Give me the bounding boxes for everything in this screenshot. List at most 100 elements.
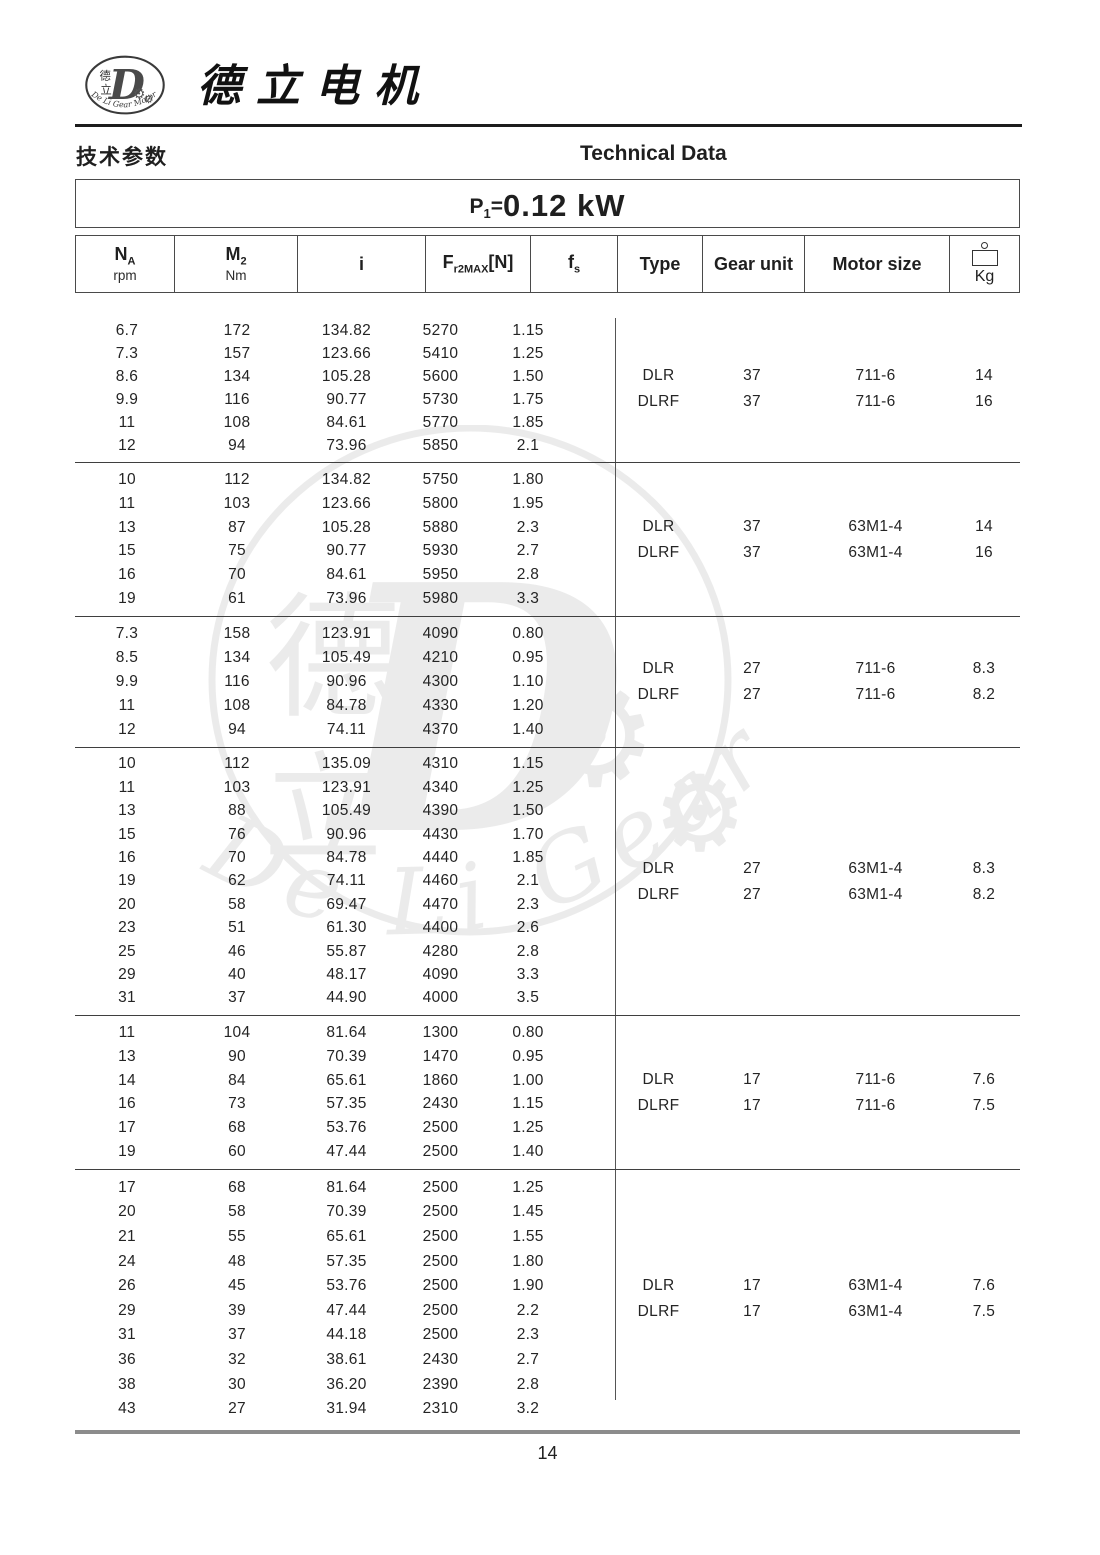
m2-subscript: 2 bbox=[240, 256, 247, 269]
variant-row: DLRF 37 63M1-4 16 bbox=[616, 544, 1020, 562]
cell-ratio: 134.82 bbox=[321, 322, 372, 339]
table-row: 16 70 84.78 4440 1.85 bbox=[75, 849, 616, 867]
section-variants: DLR 37 63M1-4 14 DLRF 37 63M1-4 16 bbox=[616, 463, 1020, 616]
page-number: 14 bbox=[537, 1443, 558, 1463]
cell-fs: 1.20 bbox=[512, 697, 544, 714]
cell-ratio: 123.91 bbox=[321, 625, 372, 642]
cell-fr2max: 4400 bbox=[422, 919, 459, 937]
cell-weight: 7.6 bbox=[972, 1276, 996, 1294]
cell-fr2max: 2500 bbox=[422, 1252, 459, 1270]
cell-fr2max: 4470 bbox=[422, 895, 459, 913]
cell-fr2max: 2500 bbox=[422, 1227, 459, 1245]
cell-m2: 104 bbox=[223, 1023, 251, 1041]
cell-fr2max: 4460 bbox=[422, 872, 459, 890]
cell-fs: 2.7 bbox=[516, 1351, 540, 1368]
page-title-cn: 技术参数 bbox=[76, 146, 168, 169]
cell-m2: 60 bbox=[228, 1143, 246, 1161]
cell-m2: 68 bbox=[228, 1178, 246, 1196]
cell-m2: 134 bbox=[223, 649, 251, 666]
cell-fs: 0.80 bbox=[512, 625, 544, 642]
cell-fs: 3.2 bbox=[516, 1400, 540, 1418]
cell-fr2max: 2500 bbox=[422, 1143, 459, 1161]
table-row: 36 32 38.61 2430 2.7 bbox=[75, 1351, 616, 1369]
section-variants: DLR 37 711-6 14 DLRF 37 711-6 16 bbox=[616, 315, 1020, 462]
table-row: 11 108 84.61 5770 1.85 bbox=[75, 414, 616, 432]
cell-na: 7.3 bbox=[115, 345, 139, 362]
cell-na: 6.7 bbox=[115, 322, 139, 339]
fs-subscript: s bbox=[573, 263, 581, 276]
cell-na: 17 bbox=[118, 1119, 136, 1137]
col-header-gear-unit: Gear unit bbox=[702, 236, 804, 292]
cell-na: 15 bbox=[118, 825, 136, 843]
table-row: 43 27 31.94 2310 3.2 bbox=[75, 1400, 616, 1418]
cell-weight: 14 bbox=[975, 517, 993, 535]
cell-motor_size: 63M1-4 bbox=[848, 543, 903, 561]
power-rating-box: P1= 0.12 kW bbox=[75, 179, 1020, 228]
table-header-row: NA rpm M2 Nm i Fr2MAX[N] fs Type Gear un… bbox=[75, 235, 1020, 293]
cell-gear_unit: 17 bbox=[743, 1276, 761, 1294]
page-title-en: Technical Data bbox=[580, 142, 727, 165]
variant-row: DLRF 27 711-6 8.2 bbox=[616, 686, 1020, 704]
cell-fs: 1.50 bbox=[512, 368, 544, 385]
cell-type: DLRF bbox=[637, 1096, 680, 1114]
section-variants: DLR 17 711-6 7.6 DLRF 17 711-6 7.5 bbox=[616, 1016, 1020, 1169]
cell-ratio: 69.47 bbox=[326, 895, 367, 913]
cell-fr2max: 1300 bbox=[422, 1023, 459, 1041]
table-row: 16 70 84.61 5950 2.8 bbox=[75, 566, 616, 584]
cell-motor_size: 63M1-4 bbox=[848, 859, 903, 877]
variant-row: DLRF 27 63M1-4 8.2 bbox=[616, 886, 1020, 904]
cell-fs: 1.15 bbox=[512, 755, 544, 773]
cell-m2: 172 bbox=[223, 322, 251, 339]
cell-fr2max: 2500 bbox=[422, 1203, 459, 1221]
cell-motor_size: 711-6 bbox=[855, 686, 896, 703]
cell-fr2max: 5980 bbox=[422, 590, 459, 608]
logo-char-bottom: 立 bbox=[100, 83, 111, 97]
cell-ratio: 31.94 bbox=[326, 1400, 367, 1418]
table-row: 23 51 61.30 4400 2.6 bbox=[75, 919, 616, 937]
cell-ratio: 105.28 bbox=[321, 518, 372, 536]
cell-na: 21 bbox=[118, 1227, 136, 1245]
brand-title: 德立电机 bbox=[197, 61, 433, 112]
kg-label: Kg bbox=[974, 268, 995, 286]
cell-type: DLR bbox=[642, 859, 675, 877]
table-row: 38 30 36.20 2390 2.8 bbox=[75, 1376, 616, 1394]
cell-fs: 3.3 bbox=[516, 590, 540, 608]
cell-motor_size: 711-6 bbox=[855, 392, 896, 410]
cell-na: 14 bbox=[118, 1071, 136, 1089]
cell-m2: 70 bbox=[228, 566, 246, 584]
section-rows: 17 68 81.64 2500 1.25 20 58 70.39 2500 1.45 21 55 65… bbox=[75, 1170, 616, 1427]
cell-na: 15 bbox=[118, 542, 136, 560]
cell-m2: 32 bbox=[228, 1351, 246, 1368]
cell-fr2max: 2310 bbox=[422, 1400, 459, 1418]
section-rows: 10 112 134.82 5750 1.80 11 103 123.66 5800 1.95 13… bbox=[75, 463, 616, 616]
cell-type: DLR bbox=[642, 660, 675, 677]
table-row: 19 62 74.11 4460 2.1 bbox=[75, 872, 616, 890]
cell-m2: 30 bbox=[228, 1375, 246, 1393]
table-section: 10 112 134.82 5750 1.80 11 103 123.66 5800 1.95 13… bbox=[75, 463, 1020, 617]
cell-fs: 2.8 bbox=[516, 566, 540, 584]
cell-weight: 14 bbox=[975, 366, 993, 384]
cell-fs: 1.80 bbox=[512, 1252, 544, 1270]
cell-m2: 108 bbox=[223, 414, 251, 431]
gear-unit-label: Gear unit bbox=[713, 253, 793, 274]
col-header-ratio: i bbox=[297, 236, 425, 292]
cell-fr2max: 5600 bbox=[422, 368, 459, 385]
cell-na: 20 bbox=[118, 1203, 136, 1221]
brand-header: 德 立 D ⚙ ⚙ De Li Gear Motor 德立电机 bbox=[77, 52, 433, 120]
cell-m2: 88 bbox=[228, 802, 246, 820]
logo-letter-d: D bbox=[108, 60, 145, 109]
cell-gear_unit: 27 bbox=[743, 885, 761, 903]
table-row: 11 103 123.66 5800 1.95 bbox=[75, 495, 616, 513]
cell-fs: 2.8 bbox=[516, 1375, 540, 1393]
cell-type: DLRF bbox=[637, 1302, 680, 1320]
table-row: 11 103 123.91 4340 1.25 bbox=[75, 779, 616, 797]
cell-m2: 76 bbox=[228, 825, 246, 843]
cell-fs: 1.80 bbox=[512, 470, 544, 488]
cell-fs: 1.25 bbox=[512, 1119, 544, 1137]
cell-na: 20 bbox=[118, 895, 136, 913]
cell-fr2max: 5850 bbox=[422, 437, 459, 454]
cell-motor_size: 711-6 bbox=[855, 1096, 896, 1114]
col-header-fr2max: Fr2MAX[N] bbox=[425, 236, 530, 292]
variant-row: DLRF 17 711-6 7.5 bbox=[616, 1097, 1020, 1115]
